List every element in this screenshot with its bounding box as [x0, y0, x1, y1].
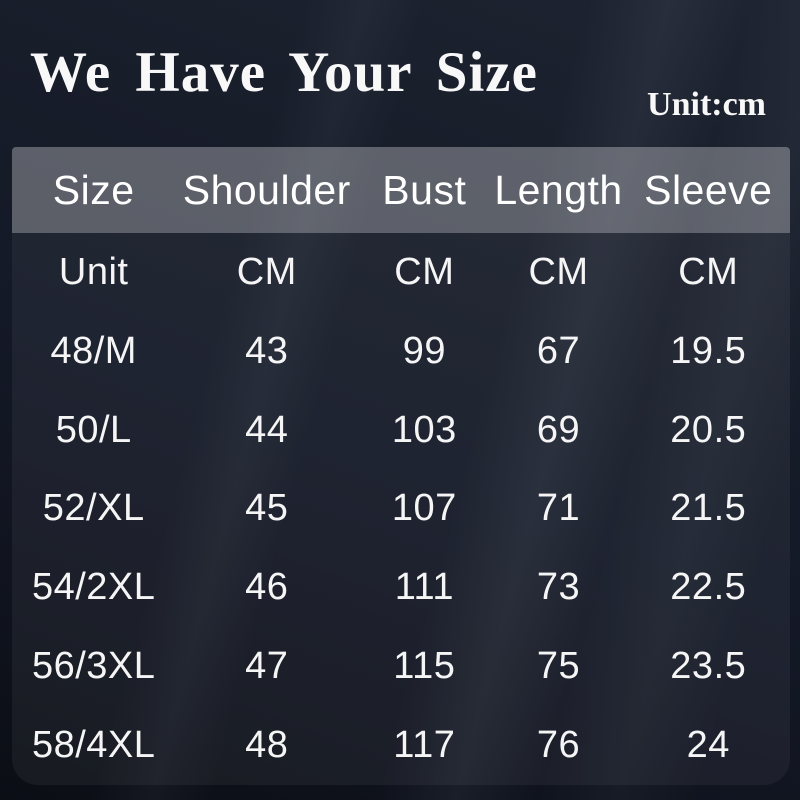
table-row-50l: 50/L 44 103 69 20.5: [12, 391, 790, 470]
table-row-542xl: 54/2XL 46 111 73 22.5: [12, 548, 790, 627]
cell-length: 75: [536, 645, 581, 688]
table-row-52xl: 52/XL 45 107 71 21.5: [12, 470, 790, 549]
cell-size: 50/L: [55, 408, 132, 451]
cell-size: 52/XL: [42, 487, 145, 530]
table-row-48m: 48/M 43 99 67 19.5: [12, 312, 790, 391]
cell-length: 67: [536, 329, 581, 372]
cell-sleeve: CM: [678, 250, 739, 293]
column-header-size: Size: [52, 166, 135, 213]
cell-shoulder: 43: [245, 329, 289, 372]
column-header-length: Length: [494, 166, 623, 213]
cell-bust: 99: [402, 329, 446, 372]
cell-bust: 107: [391, 487, 457, 530]
table-row-584xl: 58/4XL 48 117 76 24: [12, 706, 790, 785]
column-header-bust: Bust: [382, 166, 467, 213]
unit-note: Unit:cm: [647, 86, 766, 123]
cell-length: 71: [536, 487, 581, 530]
cell-bust: 103: [391, 408, 457, 451]
cell-shoulder: 48: [245, 724, 289, 767]
cell-sleeve: 22.5: [670, 566, 747, 609]
cell-length: 73: [536, 566, 581, 609]
size-table-body: Unit CM CM CM CM 48/M 43 99 67 19.5 50/L…: [12, 233, 790, 785]
column-header-sleeve: Sleeve: [644, 166, 773, 213]
table-header-row: Size Shoulder Bust Length Sleeve: [12, 147, 790, 233]
table-row-unit: Unit CM CM CM CM: [12, 233, 790, 312]
cell-bust: 115: [393, 645, 456, 688]
cell-shoulder: 47: [245, 645, 289, 688]
cell-bust: 111: [394, 566, 454, 609]
cell-length: 69: [536, 408, 581, 451]
cell-shoulder: 44: [245, 408, 289, 451]
cell-sleeve: 19.5: [670, 329, 747, 372]
cell-shoulder: CM: [236, 250, 297, 293]
cell-length: CM: [528, 250, 589, 293]
cell-sleeve: 20.5: [670, 408, 747, 451]
cell-bust: 117: [393, 724, 456, 767]
cell-size: 56/3XL: [31, 645, 156, 688]
cell-sleeve: 24: [686, 724, 730, 767]
cell-sleeve: 21.5: [670, 487, 747, 530]
cell-length: 76: [536, 724, 581, 767]
cell-shoulder: 45: [245, 487, 289, 530]
column-header-shoulder: Shoulder: [182, 166, 351, 213]
table-row-563xl: 56/3XL 47 115 75 23.5: [12, 627, 790, 706]
cell-sleeve: 23.5: [670, 645, 747, 688]
cell-shoulder: 46: [245, 566, 289, 609]
cell-size: 54/2XL: [31, 566, 156, 609]
page-title: We Have Your Size: [30, 41, 538, 104]
cell-size: 58/4XL: [31, 724, 156, 767]
cell-bust: CM: [394, 250, 455, 293]
cell-size: 48/M: [50, 329, 137, 372]
cell-size: Unit: [58, 250, 129, 293]
